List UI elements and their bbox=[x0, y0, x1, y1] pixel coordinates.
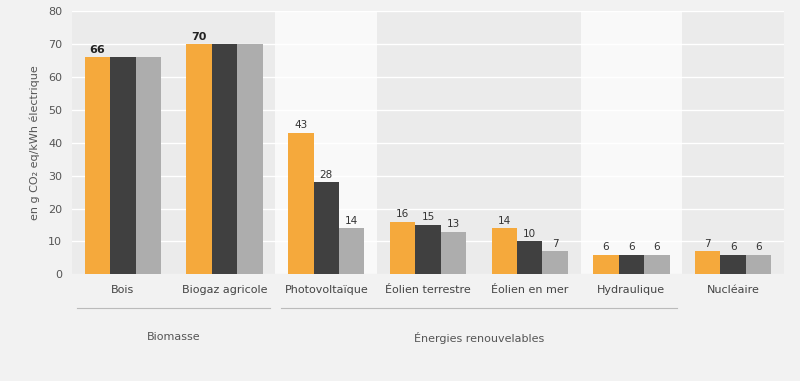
Bar bbox=[186, 44, 212, 274]
Bar bbox=[581, 11, 682, 274]
Bar bbox=[275, 11, 377, 274]
Bar bbox=[238, 44, 262, 274]
Text: 6: 6 bbox=[628, 242, 634, 252]
Bar bbox=[339, 228, 365, 274]
Text: 7: 7 bbox=[705, 239, 711, 249]
Text: 28: 28 bbox=[320, 170, 333, 180]
Text: 6: 6 bbox=[730, 242, 737, 252]
Text: Énergies renouvelables: Énergies renouvelables bbox=[414, 332, 544, 344]
Bar bbox=[377, 11, 479, 274]
Text: 66: 66 bbox=[90, 45, 106, 55]
Bar bbox=[517, 242, 542, 274]
Text: 70: 70 bbox=[191, 32, 207, 42]
Bar bbox=[491, 228, 517, 274]
Text: 6: 6 bbox=[755, 242, 762, 252]
Y-axis label: en g CO₂ eq/kWh électrique: en g CO₂ eq/kWh électrique bbox=[30, 66, 40, 220]
Legend: 2020, 2050 - Évolution pessimiste (faible amélioration technologique), 2050 - Év: 2020, 2050 - Évolution pessimiste (faibl… bbox=[54, 379, 800, 381]
Bar bbox=[441, 232, 466, 274]
Bar bbox=[479, 11, 581, 274]
Bar bbox=[212, 44, 238, 274]
Bar bbox=[415, 225, 441, 274]
Text: 14: 14 bbox=[498, 216, 511, 226]
Bar bbox=[644, 255, 670, 274]
Text: Biomasse: Biomasse bbox=[147, 332, 201, 342]
Text: 6: 6 bbox=[602, 242, 610, 252]
Bar bbox=[135, 58, 161, 274]
Text: 15: 15 bbox=[422, 212, 434, 223]
Bar bbox=[288, 133, 314, 274]
Text: 43: 43 bbox=[294, 120, 307, 130]
Text: 10: 10 bbox=[523, 229, 536, 239]
Bar bbox=[314, 182, 339, 274]
Text: 7: 7 bbox=[552, 239, 558, 249]
Bar bbox=[174, 11, 275, 274]
Bar bbox=[695, 251, 721, 274]
Bar bbox=[618, 255, 644, 274]
Text: 13: 13 bbox=[447, 219, 460, 229]
Bar bbox=[682, 11, 784, 274]
Text: 16: 16 bbox=[396, 209, 409, 219]
Bar bbox=[72, 11, 174, 274]
Bar bbox=[594, 255, 618, 274]
Bar bbox=[721, 255, 746, 274]
Bar bbox=[390, 222, 415, 274]
Bar bbox=[746, 255, 771, 274]
Text: 6: 6 bbox=[654, 242, 660, 252]
Bar bbox=[85, 58, 110, 274]
Text: 14: 14 bbox=[345, 216, 358, 226]
Bar bbox=[110, 58, 135, 274]
Bar bbox=[542, 251, 568, 274]
